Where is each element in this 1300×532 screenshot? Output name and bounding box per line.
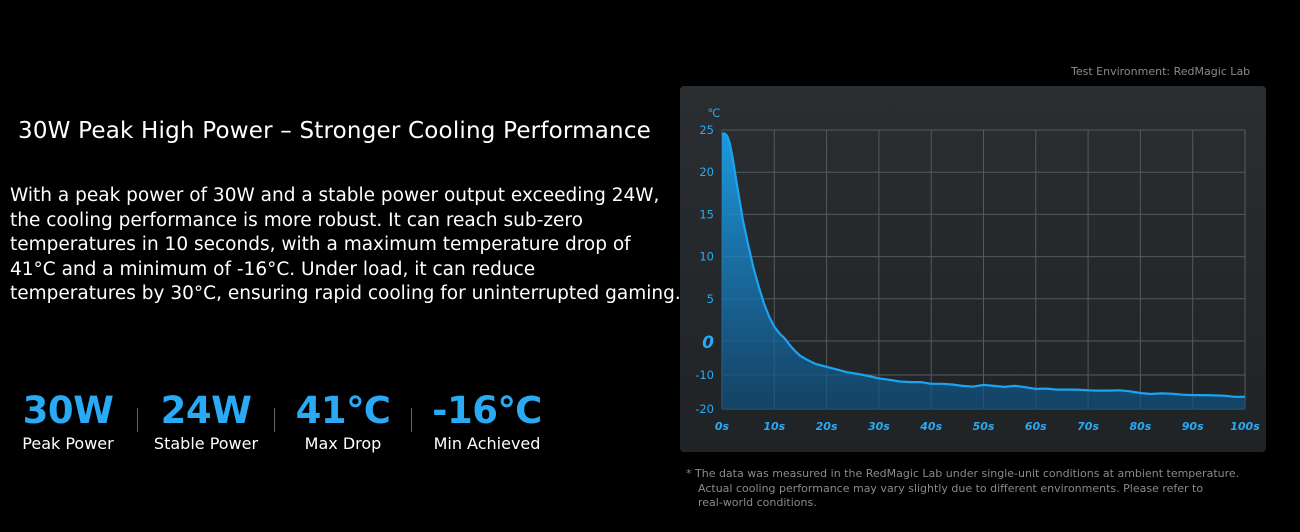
y-tick-label: 15 [699,207,714,221]
description-line: 41°C and a minimum of -16°C. Under load,… [10,258,536,280]
x-tick-label: 90s [1182,420,1204,433]
x-tick-label: 100s [1230,420,1260,433]
y-tick-label: 0 [702,333,714,353]
y-tick-label: 25 [699,123,714,137]
y-tick-label: -10 [695,368,714,382]
y-tick-label: -20 [695,402,714,416]
footnote-line: real-world conditions. [698,496,817,509]
stat-label: Stable Power [153,434,259,453]
stat-label: Peak Power [22,434,114,453]
y-tick-label: 20 [699,165,714,179]
temperature-chart: 25 20 15 10 5 0 -10 -20 ℃ 0s 10s 20s 30s 40s 50s 60s 70s… [680,86,1266,452]
stat-min-achieved: -16℃ Min Achieved [412,389,562,454]
stat-value: 41℃ [295,389,391,432]
stat-max-drop: 41℃ Max Drop [275,389,411,454]
stat-label: Min Achieved [433,434,541,453]
stat-stable-power: 24W Stable Power [138,389,274,454]
page-title: 30W Peak High Power – Stronger Cooling P… [18,118,652,144]
footnote-line: Actual cooling performance may vary slig… [698,481,1204,495]
footnote: * The data was measured in the RedMagic … [686,467,1286,511]
series-area [722,133,1245,409]
x-tick-label: 50s [973,420,995,433]
x-tick-label: 20s [816,420,838,433]
stat-divider [137,408,138,432]
stats-row: 30W Peak Power 24W Stable Power 41℃ Max … [14,389,562,454]
chart-canvas: 25 20 15 10 5 0 -10 -20 ℃ 0s 10s 20s 30s 40s 50s 60s 70s… [695,106,1260,433]
x-tick-label: 10s [763,420,785,433]
x-tick-label: 40s [919,420,942,433]
y-tick-label: 10 [699,250,714,264]
x-tick-label: 70s [1077,420,1099,433]
stat-value: 30W [22,389,114,432]
x-tick-label: 80s [1129,420,1151,433]
stat-divider [411,408,412,432]
series-line [721,132,1245,398]
x-tick-label: 60s [1025,420,1047,433]
description-line: With a peak power of 30W and a stable po… [10,185,660,206]
stat-value: 24W [160,389,252,432]
footnote-line: * The data was measured in the RedMagic … [686,467,1240,480]
description-line: temperatures in 10 seconds, with a maxim… [10,234,631,255]
description-line: temperatures by 30°C, ensuring rapid coo… [10,283,681,304]
y-tick-label: 5 [707,292,714,306]
description-line: the cooling performance is more robust. … [10,209,583,231]
test-environment-note: Test Environment: RedMagic Lab [1071,65,1251,78]
description-text: With a peak power of 30W and a stable po… [10,184,700,307]
stat-divider [274,408,275,432]
x-tick-label: 30s [868,420,890,433]
x-tick-label: 0s [715,420,730,433]
stat-label: Max Drop [304,434,382,453]
stat-peak-power: 30W Peak Power [14,389,122,454]
y-axis-unit-label: ℃ [708,106,721,120]
stat-value: -16℃ [432,389,542,432]
